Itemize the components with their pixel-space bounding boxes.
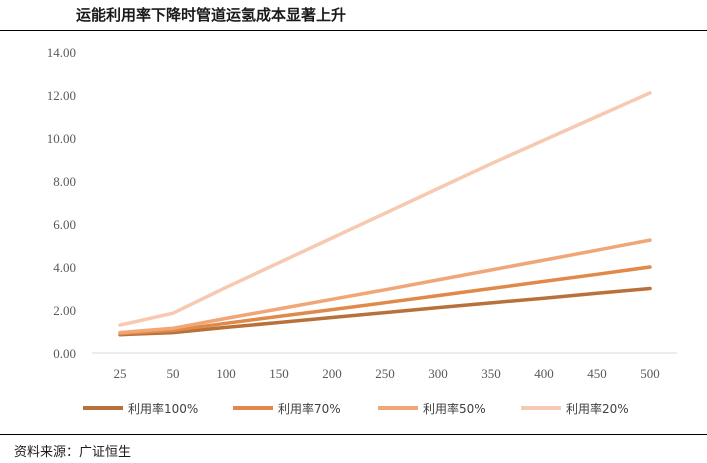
legend-label-3: 利用率50% [423,401,486,416]
y-tick-label: 10.00 [47,131,76,146]
legend-label-1: 利用率100% [128,401,198,416]
x-tick-label: 400 [534,366,554,381]
y-tick-label: 4.00 [53,260,76,275]
legend-label-4: 利用率20% [566,401,629,416]
x-tick-label: 300 [428,366,448,381]
bottom-divider [0,434,707,435]
x-tick-label: 500 [640,366,660,381]
series-line-1 [118,286,652,337]
x-tick-label: 250 [375,366,395,381]
y-tick-label: 0.00 [53,346,76,361]
source-note: 资料来源：广证恒生 [14,445,132,460]
y-tick-label: 6.00 [53,217,76,232]
y-tick-label: 12.00 [47,88,76,103]
series-line-4 [118,91,652,327]
line-chart: 0.00 2.00 4.00 6.00 8.00 10.00 12.00 14.00 25 50 1… [47,45,677,416]
y-tick-label: 2.00 [53,303,76,318]
chart-title: 运能利用率下降时管道运氢成本显著上升 [76,6,347,24]
x-tick-label: 350 [481,366,501,381]
x-tick-label: 50 [167,366,180,381]
y-tick-label: 8.00 [53,174,76,189]
series-line-3 [118,238,652,335]
x-tick-label: 200 [322,366,342,381]
x-tick-label: 25 [114,366,127,381]
y-tick-label: 14.00 [47,45,76,60]
legend-label-2: 利用率70% [278,401,341,416]
series-line-2 [118,265,652,336]
top-divider [0,30,707,31]
x-tick-label: 150 [269,366,289,381]
x-tick-label: 450 [587,366,607,381]
x-tick-label: 100 [216,366,236,381]
